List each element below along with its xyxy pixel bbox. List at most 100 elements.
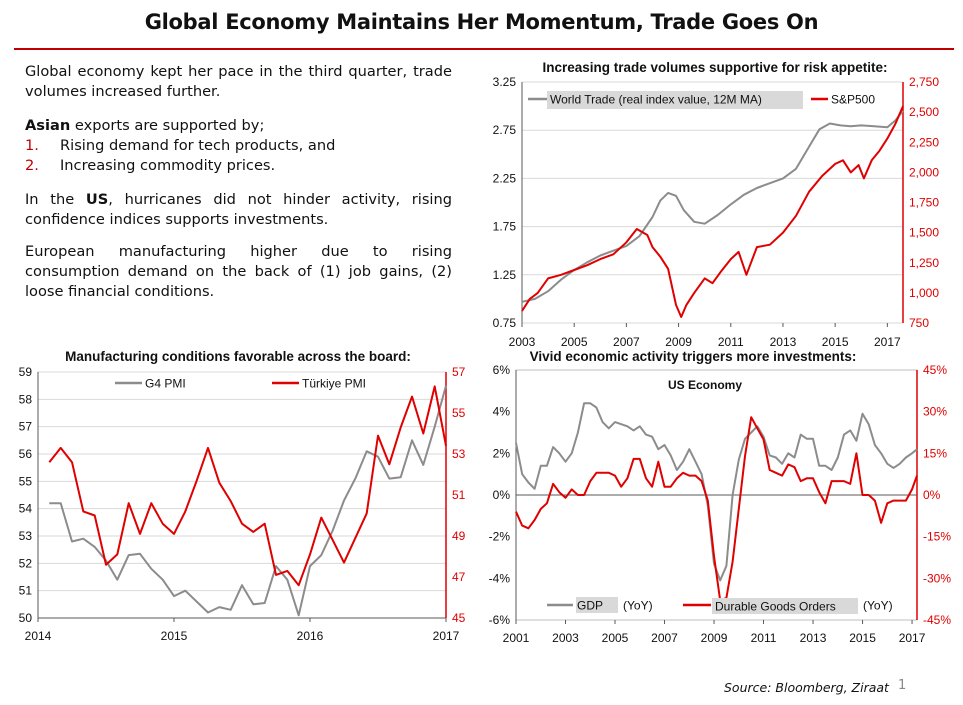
- y-left-tick-label: 58: [19, 392, 33, 406]
- y-left-tick-label: 4%: [493, 405, 511, 419]
- legend-highlight: [576, 597, 618, 613]
- y-right-tick-label: 57: [452, 365, 466, 379]
- legend-highlight: [712, 598, 858, 614]
- legend-suffix: (YoY): [863, 599, 893, 613]
- y-left-tick-label: 1.25: [493, 268, 517, 282]
- legend-label: World Trade (real index value, 12M MA): [550, 93, 762, 107]
- y-right-tick-label: 53: [452, 447, 466, 461]
- us-legend: GDP (YoY) Durable Goods Orders (YoY): [547, 597, 893, 614]
- y-left-tick-label: 3.25: [493, 75, 517, 89]
- paragraph-us: In the US, hurricanes did not hinder act…: [25, 190, 452, 230]
- y-left-tick-label: 6%: [493, 363, 511, 377]
- y-right-tick-label: 1,500: [909, 226, 939, 240]
- y-right-tick-label: -30%: [923, 571, 951, 585]
- x-tick-label: 2005: [561, 335, 588, 349]
- y-left-tick-label: 0%: [493, 488, 511, 502]
- paragraph-global: Global economy kept her pace in the thir…: [25, 63, 452, 100]
- x-tick-label: 2017: [874, 335, 901, 349]
- y-left-tick-label: 59: [19, 365, 33, 379]
- x-tick-label: 2001: [503, 631, 530, 645]
- x-tick-label: 2007: [651, 631, 678, 645]
- asian-rest: exports are supported by;: [70, 117, 265, 134]
- legend-label: S&P500: [831, 93, 875, 107]
- trade-legend: World Trade (real index value, 12M MA) S…: [528, 91, 875, 109]
- x-tick-label: 2017: [433, 629, 460, 643]
- series-line-world-trade-real-index-value-12m-ma: [521, 110, 904, 303]
- y-right-tick-label: 2,750: [909, 75, 939, 89]
- y-right-tick-label: 47: [452, 570, 466, 584]
- pmi-plot-area: 50 51 52 53 54 55 56 57 58 59 45 47 49 51 53 55 57 2014 20…: [19, 365, 466, 643]
- y-left-tick-label: 54: [19, 502, 33, 516]
- y-left-tick-label: 57: [19, 420, 33, 434]
- list-item: 1. Rising demand for tech products, and: [25, 136, 452, 156]
- y-right-tick-label: 15%: [923, 446, 947, 460]
- series-line-gdp: [515, 402, 918, 582]
- list-item: 2. Increasing commodity prices.: [25, 156, 452, 176]
- commentary-text: Global economy kept her pace in the thir…: [25, 62, 452, 302]
- title-divider: [14, 48, 954, 50]
- x-tick-label: 2013: [800, 631, 827, 645]
- x-tick-label: 2017: [899, 631, 926, 645]
- legend-suffix: (YoY): [623, 599, 653, 613]
- source-note: Source: Bloomberg, Ziraat: [724, 680, 889, 695]
- y-right-tick-label: 49: [452, 529, 466, 543]
- x-tick-label: 2007: [613, 335, 640, 349]
- y-right-tick-label: 1,000: [909, 286, 939, 300]
- plot-frame: [37, 371, 447, 619]
- y-right-tick-label: 45%: [923, 363, 947, 377]
- paragraph-asian: Asian exports are supported by;: [25, 116, 452, 136]
- x-tick-label: 2014: [25, 629, 52, 643]
- x-tick-label: 2016: [297, 629, 324, 643]
- y-right-tick-label: 2,000: [909, 165, 939, 179]
- x-tick-label: 2011: [751, 631, 777, 645]
- legend-highlight: [547, 91, 803, 109]
- y-left-tick-label: -4%: [489, 571, 511, 585]
- y-left-tick-label: 50: [19, 611, 33, 625]
- legend-label: GDP: [577, 599, 603, 613]
- x-tick-label: 2013: [770, 335, 797, 349]
- series-line-g4-pmi: [49, 385, 447, 617]
- legend-label: Durable Goods Orders: [715, 600, 836, 614]
- y-right-tick-label: 2,250: [909, 135, 939, 149]
- y-right-tick-label: 0%: [923, 488, 941, 502]
- y-right-tick-label: 750: [909, 316, 929, 330]
- asian-bold: Asian: [25, 117, 71, 134]
- y-left-tick-label: 0.75: [493, 316, 517, 330]
- legend-label: G4 PMI: [145, 377, 186, 391]
- x-tick-label: 2005: [602, 631, 629, 645]
- y-left-tick-label: 51: [19, 584, 33, 598]
- y-right-tick-label: 1,250: [909, 256, 939, 270]
- legend-label: Türkiye PMI: [302, 377, 366, 391]
- y-right-tick-label: 1,750: [909, 196, 939, 210]
- x-tick-label: 2009: [665, 335, 692, 349]
- x-tick-label: 2015: [161, 629, 188, 643]
- pmi-chart-title: Manufacturing conditions favorable acros…: [65, 349, 411, 364]
- list-number: 2.: [25, 157, 39, 174]
- y-right-tick-label: 2,500: [909, 105, 939, 119]
- series-line-durable-goods-orders: [515, 416, 918, 602]
- y-left-tick-label: 56: [19, 447, 33, 461]
- trade-chart: Increasing trade volumes supportive for …: [493, 60, 940, 349]
- paragraph-europe: European manufacturing higher due to ris…: [25, 243, 452, 300]
- y-left-tick-label: 52: [19, 556, 33, 570]
- trade-chart-title: Increasing trade volumes supportive for …: [542, 60, 887, 75]
- pmi-legend: G4 PMI Türkiye PMI: [115, 377, 366, 391]
- list-text: Increasing commodity prices.: [60, 157, 276, 174]
- y-left-tick-label: 2.25: [493, 171, 517, 185]
- y-left-tick-label: 53: [19, 529, 33, 543]
- us-economy-chart: Vivid economic activity triggers more in…: [489, 349, 952, 645]
- us-post: , hurricanes did not hinder activity, ri…: [25, 191, 452, 228]
- x-tick-label: 2009: [701, 631, 728, 645]
- series-line-s-p500: [521, 105, 904, 318]
- y-right-tick-label: -15%: [923, 530, 951, 544]
- trade-plot-area: 0.75 1.25 1.75 2.25 2.75 3.25 750 1,000 1,250 1,5…: [493, 75, 940, 349]
- y-left-tick-label: 55: [19, 474, 33, 488]
- us-plot-area: -6% -4% -2% 0% 2% 4% 6% -45% -30% -15% 0% 15% 30% 45%…: [489, 363, 952, 645]
- us-pre: In the: [25, 191, 86, 208]
- us-chart-subtitle: US Economy: [668, 378, 742, 392]
- page-number: 1: [898, 678, 907, 693]
- x-tick-label: 2011: [718, 335, 744, 349]
- y-right-tick-label: 51: [452, 488, 466, 502]
- x-tick-label: 2015: [822, 335, 849, 349]
- y-right-tick-label: 45: [452, 611, 466, 625]
